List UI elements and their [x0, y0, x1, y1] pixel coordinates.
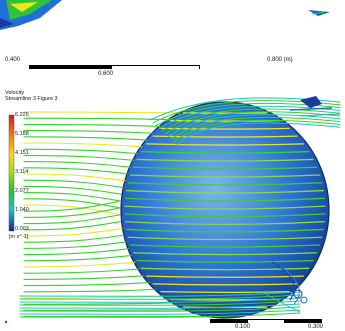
legend-unit: [m s^-1]	[9, 234, 29, 240]
streamline-surface	[124, 213, 326, 218]
streamline-over	[161, 108, 341, 132]
streamline-under	[19, 309, 301, 315]
streamline-upstream	[23, 148, 138, 155]
top-scale-bar	[29, 65, 200, 69]
streamline-under	[19, 306, 301, 312]
streamline-upstream	[23, 282, 150, 287]
streamline-upstream	[23, 200, 120, 212]
streamline-upstream	[23, 130, 154, 134]
legend-header: Velocity Streamline 3 Figure 3	[5, 90, 58, 102]
streamline-surface	[146, 275, 304, 278]
streamline-over	[164, 111, 341, 135]
streamline-surface	[124, 205, 326, 210]
streamline-surface	[146, 143, 304, 146]
streamline-upstream	[23, 221, 122, 231]
streamline-upstream	[23, 241, 127, 249]
streamline-surface	[140, 267, 310, 271]
streamline-upstream	[23, 123, 161, 128]
streamline-upstream	[23, 288, 156, 293]
streamline-surface	[140, 151, 310, 154]
legend-tick-2: 4.151	[15, 150, 29, 156]
streamline-upstream	[23, 309, 186, 311]
streamline-upstream	[23, 142, 142, 148]
streamline-surface	[160, 127, 290, 130]
legend-colorbar	[8, 114, 15, 232]
streamline-upstream	[23, 167, 128, 175]
legend-tick-6: 0.003	[15, 226, 29, 232]
streamline-upstream	[23, 204, 120, 216]
streamline-upstream	[23, 234, 125, 243]
legend-subtitle: Streamline 3 Figure 3	[5, 96, 58, 102]
streamline-under	[19, 312, 301, 318]
streamline-upstream	[23, 192, 121, 202]
streamline-over	[170, 116, 341, 141]
streamline-surface	[127, 236, 323, 241]
bottom-scale-bar	[210, 319, 322, 323]
streamline-upstream	[23, 161, 131, 168]
legend-title: Velocity	[5, 90, 24, 96]
streamline-upstream	[23, 111, 180, 114]
legend-tick-1: 5.188	[15, 131, 29, 137]
top-scale-left-label: 0.400	[5, 57, 21, 63]
streamline-over	[167, 114, 341, 138]
legend-tick-0: 6.225	[15, 112, 29, 118]
streamline-upstream	[23, 214, 121, 225]
streamline-surface	[132, 166, 318, 170]
bottom-scale-label-b: 0.300	[308, 324, 324, 330]
streamline-surface	[152, 283, 298, 286]
corner-mark	[4, 320, 8, 324]
streamline-upstream	[23, 136, 148, 141]
streamline-upstream	[23, 261, 136, 268]
streamline-upstream	[23, 117, 169, 121]
streamline-surface	[126, 228, 324, 233]
streamline-upstream	[23, 185, 123, 195]
streamline-upstream	[23, 302, 173, 305]
streamline-over	[176, 122, 341, 146]
bottom-scale-label-a: 0.100	[235, 324, 251, 330]
top-scale-middle-label: 0.600	[98, 71, 114, 77]
streamline-upstream	[23, 254, 132, 262]
top-scale-right-label: 0.800 (m)	[267, 57, 293, 63]
streamline-upstream	[23, 154, 134, 161]
streamline-surface	[136, 158, 314, 162]
legend-tick-4: 2.077	[15, 188, 29, 194]
streamline-surface	[124, 197, 326, 202]
streamline-surface	[132, 252, 318, 256]
streamline-surface	[129, 174, 321, 178]
streamline-surface	[126, 189, 324, 194]
streamline-over	[173, 119, 341, 143]
streamline-surface	[124, 221, 326, 225]
streamline-upstream	[23, 268, 140, 274]
streamline-upstream	[23, 275, 144, 280]
streamline-under	[19, 303, 301, 309]
streamline-surface	[136, 259, 314, 263]
streamline-surface	[160, 290, 290, 294]
streamline-under	[19, 294, 301, 300]
streamline-surface	[127, 182, 323, 186]
streamline-upstream	[23, 173, 126, 182]
legend-tick-3: 3.114	[15, 169, 29, 175]
streamline-upstream	[23, 179, 124, 188]
streamline-upstream	[23, 227, 123, 237]
streamlines	[19, 97, 341, 318]
streamline-over	[158, 105, 341, 129]
streamline-upstream	[23, 198, 121, 209]
streamline-upstream	[23, 248, 129, 256]
streamline-surface	[129, 244, 321, 248]
sphere	[120, 101, 330, 319]
legend-tick-5: 1.040	[15, 207, 29, 213]
streamline-under	[19, 291, 301, 297]
wake-vortex	[261, 96, 341, 313]
streamline-upstream	[23, 207, 120, 218]
streamline-under	[19, 300, 301, 306]
top-fragment	[0, 0, 330, 30]
streamline-under	[19, 297, 301, 303]
